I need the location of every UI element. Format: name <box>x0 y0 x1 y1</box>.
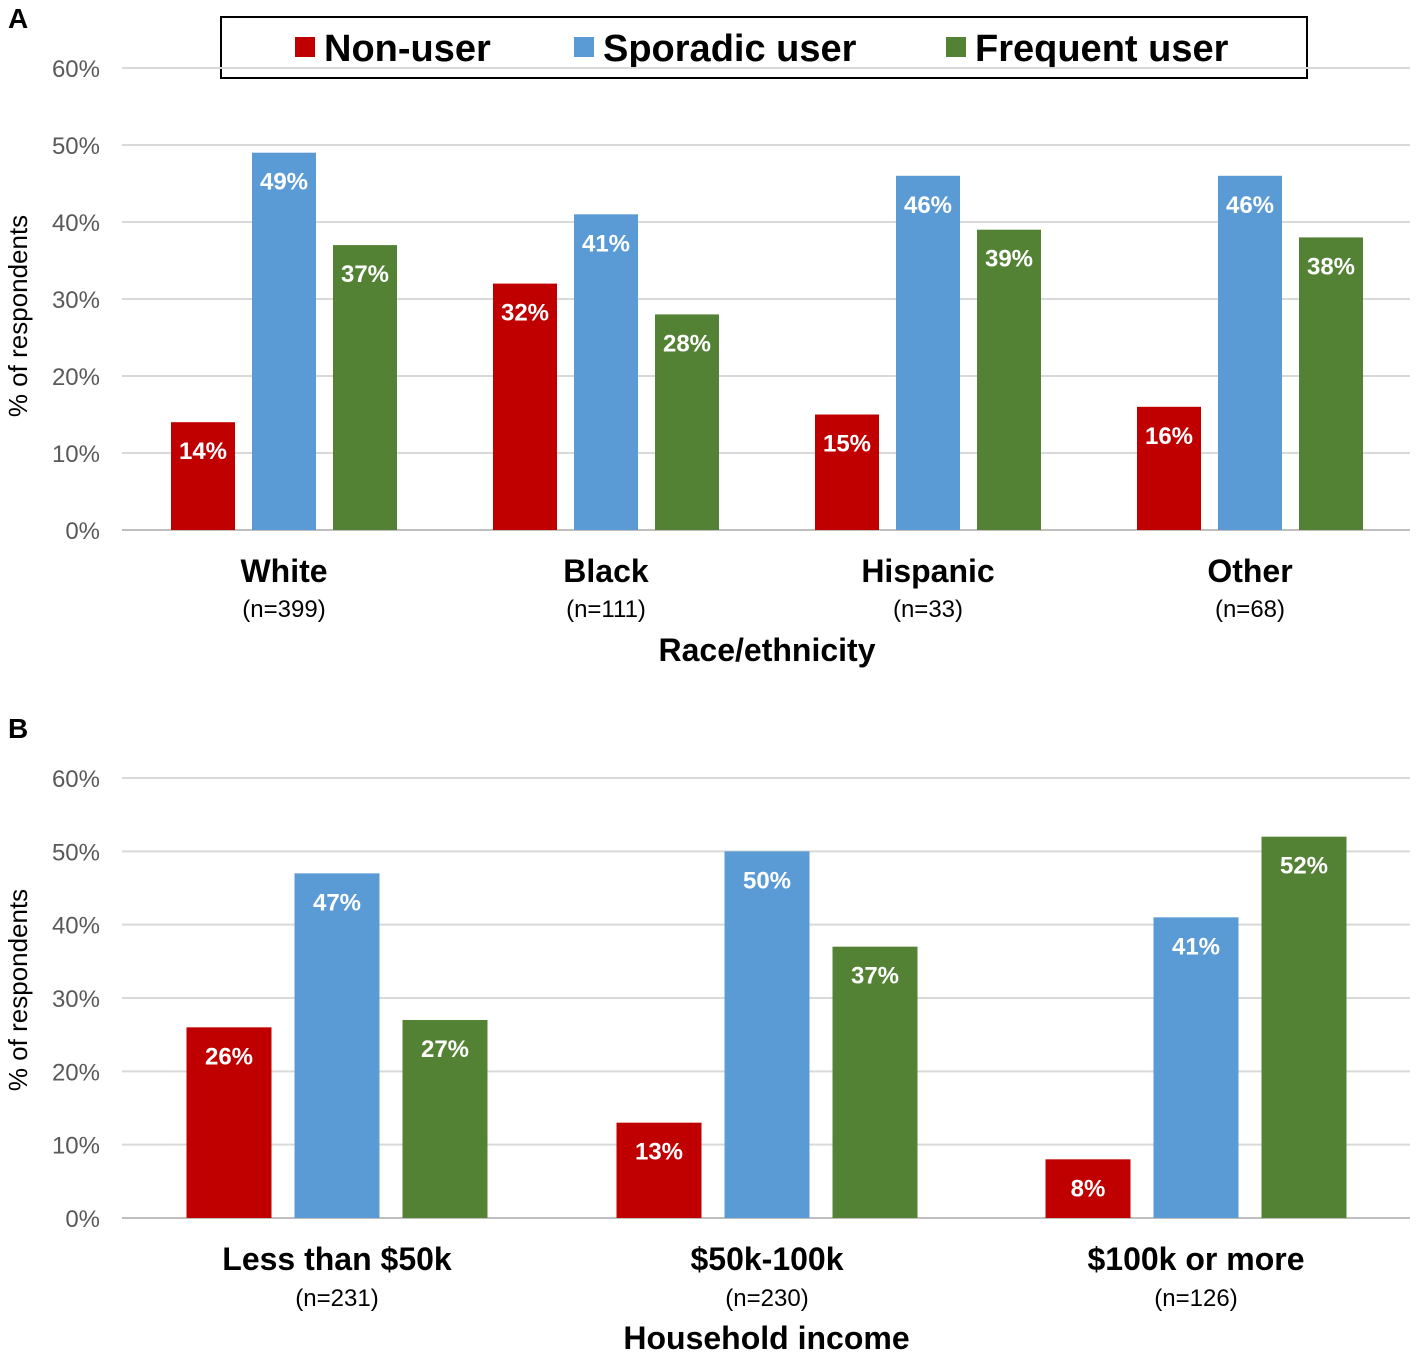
bar-sporadic-user <box>724 851 810 1218</box>
category-n: (n=230) <box>725 1285 808 1312</box>
panel-label: A <box>8 3 28 34</box>
legend-swatch-1 <box>574 37 594 57</box>
bar-frequent-user <box>1261 836 1347 1218</box>
y-tick-label: 0% <box>65 1206 100 1233</box>
category-label: $100k or more <box>1087 1241 1304 1277</box>
bar-non-user <box>1137 406 1201 530</box>
category-label: Other <box>1207 553 1292 589</box>
data-label: 41% <box>1172 933 1220 960</box>
bar-frequent-user <box>333 245 397 530</box>
data-label: 27% <box>421 1036 469 1063</box>
data-label: 39% <box>985 246 1033 273</box>
bar-sporadic-user <box>1218 175 1282 531</box>
data-label: 41% <box>582 230 630 257</box>
category-n: (n=126) <box>1154 1285 1237 1312</box>
bar-sporadic-user <box>574 214 638 531</box>
data-label: 46% <box>1226 192 1274 219</box>
bar-non-user <box>1045 1159 1131 1218</box>
category-n: (n=231) <box>295 1285 378 1312</box>
legend-swatch-2 <box>946 37 966 57</box>
y-tick-label: 10% <box>52 441 100 468</box>
data-label: 26% <box>205 1043 253 1070</box>
legend-label: Frequent user <box>975 28 1229 70</box>
category-label: White <box>240 553 327 589</box>
data-label: 47% <box>313 889 361 916</box>
y-axis-title: % of respondents <box>3 215 33 417</box>
y-tick-label: 50% <box>52 839 100 866</box>
data-label: 16% <box>1145 423 1193 450</box>
data-label: 28% <box>663 330 711 357</box>
bar-sporadic-user <box>294 873 380 1218</box>
y-tick-label: 20% <box>52 1059 100 1086</box>
data-label: 14% <box>179 438 227 465</box>
y-tick-label: 20% <box>52 364 100 391</box>
data-label: 32% <box>501 300 549 327</box>
panel-a: A 0% 10% 20% 30% 40% 50% 60% % of respondents 14%… <box>3 3 1410 668</box>
y-tick-label: 30% <box>52 986 100 1013</box>
x-axis-title: Household income <box>623 1320 909 1355</box>
y-tick-label: 10% <box>52 1133 100 1160</box>
y-tick-label: 50% <box>52 133 100 160</box>
y-tick-label: 40% <box>52 210 100 237</box>
panel-b: B 0% 10% 20% 30% 40% 50% 60% % of respondents 26%… <box>3 713 1410 1355</box>
y-axis-title: % of respondents <box>3 889 33 1091</box>
y-tick-label: 30% <box>52 287 100 314</box>
bar-non-user <box>493 283 557 530</box>
legend-label: Non-user <box>324 28 491 70</box>
data-label: 37% <box>341 261 389 288</box>
bar-frequent-user <box>977 229 1041 530</box>
y-tick-label: 60% <box>52 766 100 793</box>
bar-frequent-user <box>1299 237 1363 530</box>
data-label: 50% <box>743 867 791 894</box>
category-label: $50k-100k <box>690 1241 843 1277</box>
bar-non-user <box>186 1027 272 1218</box>
data-label: 13% <box>635 1139 683 1166</box>
category-label: Black <box>563 553 649 589</box>
data-label: 8% <box>1071 1175 1106 1202</box>
y-tick-label: 40% <box>52 913 100 940</box>
x-axis-title: Race/ethnicity <box>659 632 876 668</box>
data-label: 49% <box>260 169 308 196</box>
category-n: (n=111) <box>566 596 646 623</box>
category-label: Less than $50k <box>222 1241 452 1277</box>
bar-frequent-user <box>655 314 719 530</box>
data-label: 15% <box>823 431 871 458</box>
data-label: 37% <box>851 963 899 990</box>
y-tick-label: 60% <box>52 56 100 83</box>
data-label: 52% <box>1280 853 1328 880</box>
bar-frequent-user <box>402 1020 488 1218</box>
data-label: 38% <box>1307 253 1355 280</box>
category-n: (n=68) <box>1215 596 1285 623</box>
bar-frequent-user <box>832 946 918 1218</box>
category-n: (n=33) <box>893 596 963 623</box>
panel-label: B <box>8 713 28 744</box>
bar-non-user <box>815 414 879 530</box>
y-tick-label: 0% <box>65 518 100 545</box>
bar-sporadic-user <box>252 152 316 530</box>
bar-sporadic-user <box>1153 917 1239 1218</box>
bar-non-user <box>616 1122 702 1218</box>
category-n: (n=399) <box>242 596 325 623</box>
legend-swatch-0 <box>295 37 315 57</box>
data-label: 46% <box>904 192 952 219</box>
bar-sporadic-user <box>896 175 960 531</box>
legend-label: Sporadic user <box>603 28 857 70</box>
category-label: Hispanic <box>861 553 994 589</box>
bar-non-user <box>171 422 235 530</box>
